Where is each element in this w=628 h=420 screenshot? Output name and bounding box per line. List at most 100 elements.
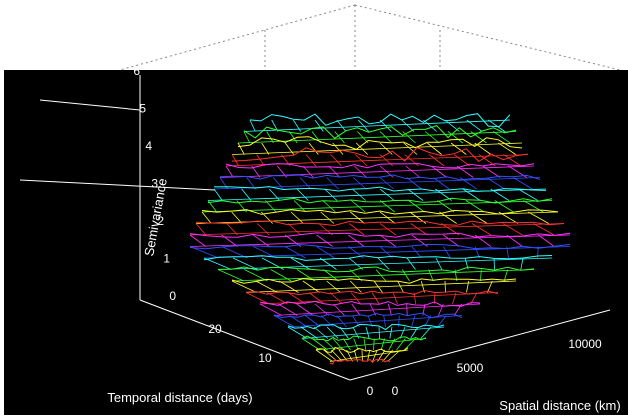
surface-mesh-line bbox=[372, 349, 378, 362]
surface-mesh-line bbox=[420, 326, 432, 339]
surface-mesh-line bbox=[299, 177, 312, 190]
surface-row-line bbox=[231, 147, 529, 163]
surface-mesh-line bbox=[232, 257, 258, 270]
surface-mesh-line bbox=[342, 338, 351, 351]
surface-mesh-line bbox=[273, 303, 481, 316]
surface-mesh-line bbox=[207, 188, 547, 201]
surface-mesh-line bbox=[314, 303, 330, 316]
surface-mesh-line bbox=[221, 234, 238, 247]
surface-mesh-line bbox=[474, 246, 480, 259]
surface-mesh-line bbox=[287, 326, 308, 339]
surface-mesh-line bbox=[221, 246, 248, 259]
surface-mesh-line bbox=[312, 338, 328, 351]
surface-mesh-line bbox=[320, 211, 335, 224]
surface-mesh-line bbox=[350, 280, 362, 293]
surface-mesh-line bbox=[356, 142, 368, 155]
surface-mesh-line bbox=[378, 326, 380, 339]
z-tick-label: 0 bbox=[169, 289, 176, 303]
surface-mesh-line bbox=[328, 165, 341, 178]
surface-mesh-line bbox=[324, 188, 338, 201]
surface-mesh-line bbox=[462, 188, 481, 201]
surface-mesh-line bbox=[201, 211, 212, 224]
surface-mesh-line bbox=[302, 280, 320, 293]
surface-mesh-line bbox=[357, 131, 369, 144]
surface-mesh-line bbox=[435, 257, 443, 270]
surface-mesh-line bbox=[538, 234, 555, 247]
surface-mesh-line bbox=[450, 142, 467, 155]
surface-mesh-line bbox=[330, 154, 342, 167]
surface-mesh-line bbox=[289, 315, 308, 328]
box-edge bbox=[354, 4, 621, 71]
x-tick-label: 0 bbox=[367, 384, 374, 398]
surface-mesh-line bbox=[231, 154, 240, 167]
surface-mesh-line bbox=[336, 119, 347, 132]
surface-row-line bbox=[207, 197, 553, 204]
surface-mesh-line bbox=[329, 349, 409, 362]
z-tick-label: 3 bbox=[151, 177, 158, 191]
surface-mesh-line bbox=[392, 292, 398, 305]
surface-mesh-line bbox=[189, 223, 565, 236]
surface-mesh-line bbox=[245, 280, 517, 293]
surface-mesh-line bbox=[273, 315, 295, 328]
surface-mesh-line bbox=[334, 131, 345, 144]
surface-mesh-line bbox=[361, 349, 363, 362]
surface-mesh-line bbox=[407, 188, 424, 201]
surface-mesh-line bbox=[217, 269, 244, 282]
surface-mesh-line bbox=[326, 280, 341, 293]
surface-mesh-line bbox=[503, 154, 522, 167]
surface-mesh-line bbox=[316, 234, 333, 247]
surface-mesh-line bbox=[305, 154, 317, 167]
surface-row-line bbox=[195, 220, 565, 227]
surface-mesh-line bbox=[410, 223, 428, 236]
surface-mesh-line bbox=[269, 188, 280, 201]
surface-mesh-line bbox=[408, 200, 425, 213]
surface-mesh-line bbox=[453, 303, 463, 316]
surface-mesh-line bbox=[278, 303, 298, 316]
surface-mesh-line bbox=[256, 154, 265, 167]
surface-mesh-line bbox=[351, 200, 366, 213]
surface-mesh-line bbox=[266, 292, 288, 305]
surface-mesh-line bbox=[403, 142, 418, 155]
surface-mesh-line bbox=[353, 177, 367, 190]
surface-mesh-line bbox=[287, 315, 463, 328]
surface-mesh-line bbox=[351, 303, 361, 316]
surface-mesh-line bbox=[346, 349, 353, 362]
surface-mesh-line bbox=[288, 131, 298, 144]
grid-line bbox=[39, 99, 141, 111]
surface-mesh-line bbox=[231, 142, 523, 155]
surface-mesh-line bbox=[213, 188, 223, 201]
surface-mesh-line bbox=[241, 188, 252, 201]
surface-mesh-line bbox=[189, 246, 219, 259]
surface-mesh-line bbox=[301, 326, 445, 339]
z-tick-label: 2 bbox=[157, 214, 164, 228]
y-tick-labels: 0 5000 10000 bbox=[392, 337, 602, 398]
surface-mesh-line bbox=[308, 142, 319, 155]
surface-mesh-line bbox=[429, 154, 445, 167]
surface-mesh-line bbox=[243, 131, 251, 144]
x-tick-label: 20 bbox=[208, 322, 222, 336]
surface-mesh-line bbox=[358, 119, 369, 132]
surface-mesh-line bbox=[266, 131, 274, 144]
surface-mesh-line bbox=[498, 142, 516, 155]
surface-mesh-line bbox=[287, 223, 302, 236]
surface-mesh-line bbox=[259, 292, 499, 305]
x-tick-labels: 0 10 20 bbox=[208, 322, 373, 398]
surface-mesh-line bbox=[255, 280, 278, 293]
surface-mesh-line bbox=[528, 211, 549, 224]
y-tick-label: 5000 bbox=[457, 361, 484, 375]
surface-mesh-line bbox=[314, 119, 324, 132]
surface-mesh-line bbox=[353, 338, 359, 351]
surface-mesh-line bbox=[201, 200, 553, 213]
surface-mesh-line bbox=[406, 177, 422, 190]
surface-mesh-line bbox=[453, 154, 471, 167]
surface-mesh-line bbox=[493, 131, 511, 144]
surface-mesh-line bbox=[284, 246, 306, 259]
surface-mesh-line bbox=[459, 177, 478, 190]
surface-mesh-line bbox=[406, 257, 416, 270]
surface-mesh-line bbox=[388, 338, 396, 351]
surface-mesh-line bbox=[203, 257, 232, 270]
surface-mesh-line bbox=[231, 280, 257, 293]
surface-mesh-line bbox=[437, 200, 455, 213]
surface-mesh-line bbox=[383, 315, 386, 328]
y-axis-line bbox=[349, 309, 611, 381]
